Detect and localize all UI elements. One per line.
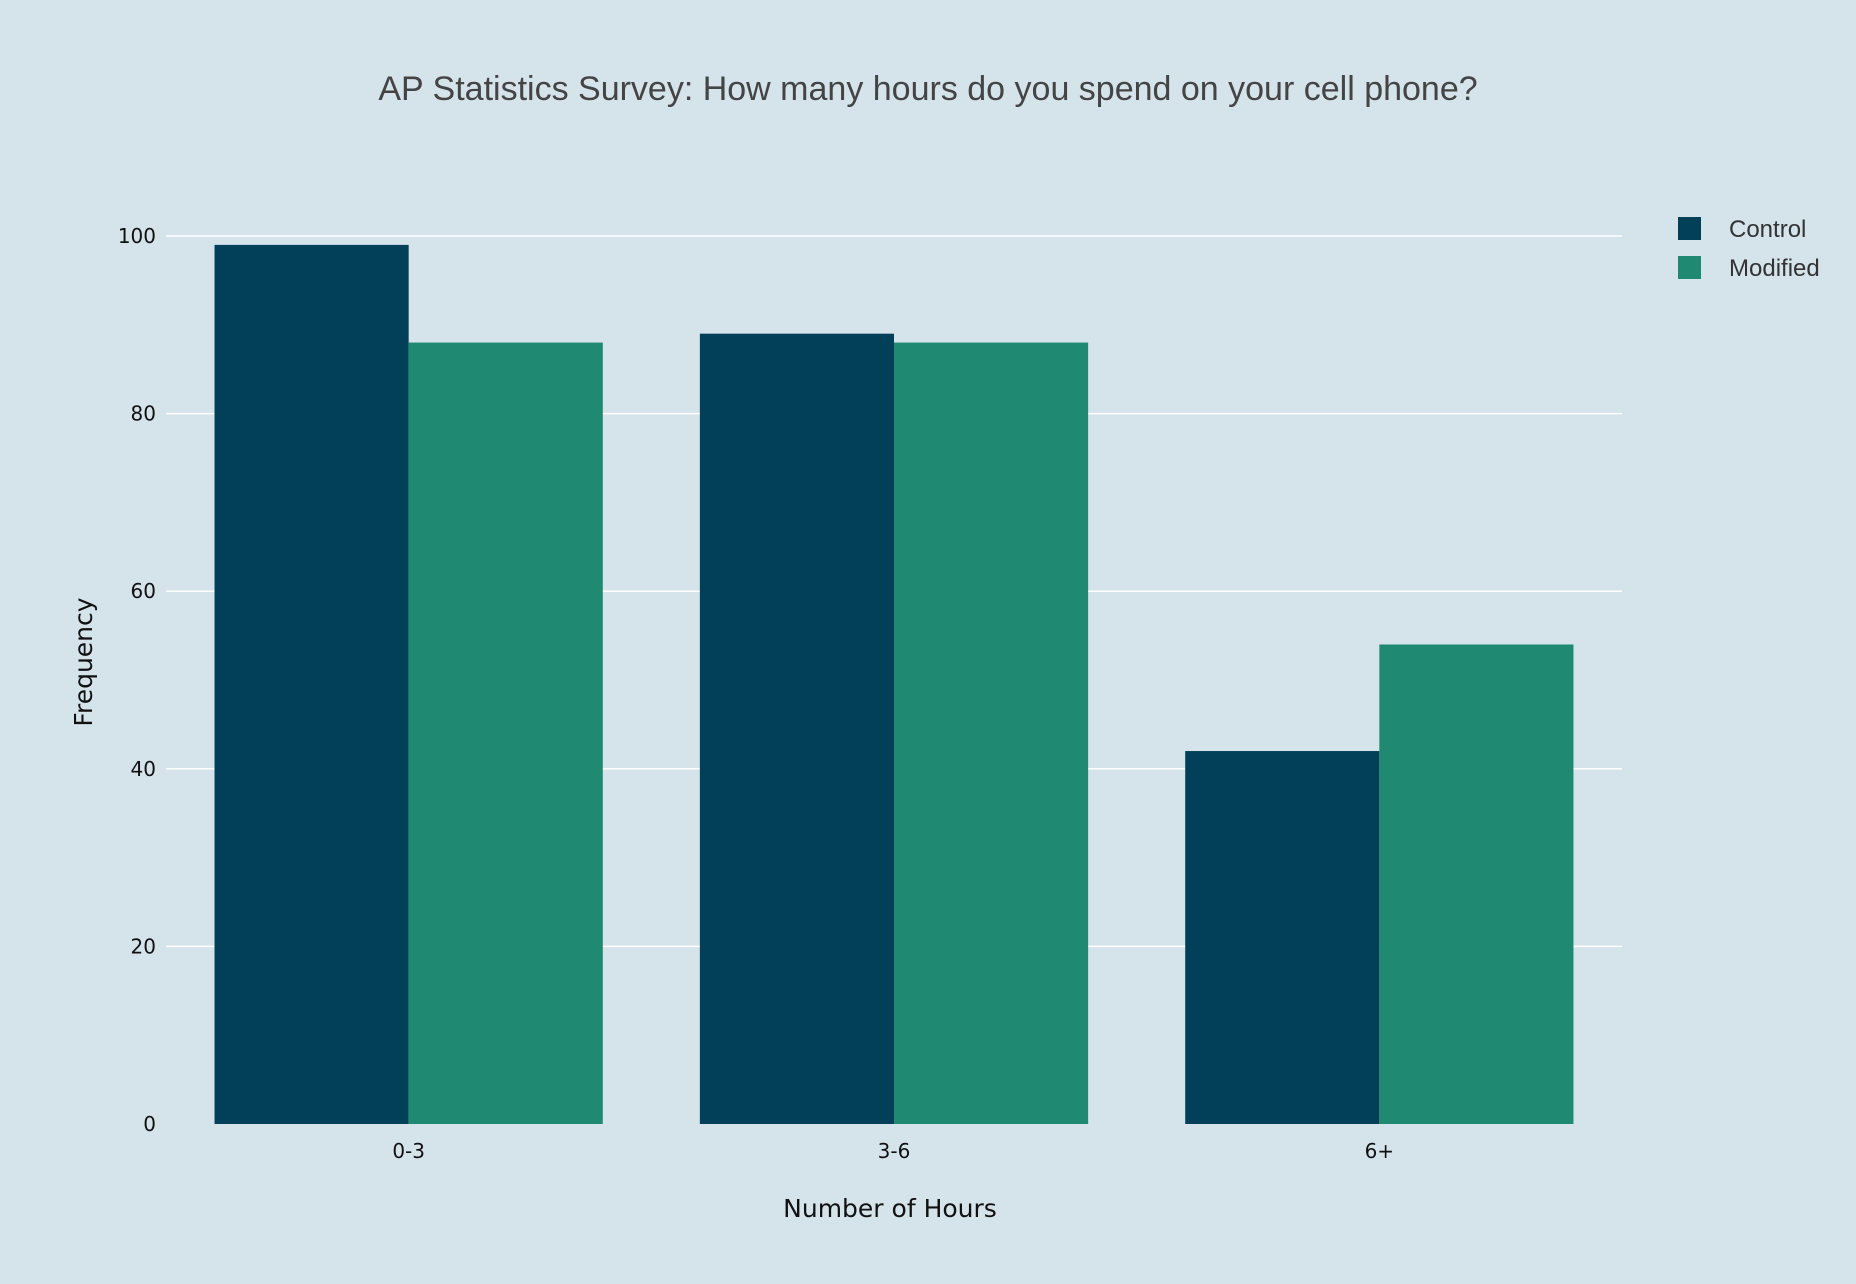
x-tick-label: 3-6 [878,1139,911,1163]
bar-control-0-3 [214,244,409,1124]
y-tick-label: 80 [131,402,156,426]
legend-label-control: Control [1729,216,1806,243]
legend: Control Modified [1678,216,1820,282]
bar-control-6+ [1185,751,1380,1124]
x-axis-ticks: 0-3 3-6 6+ [392,1139,1394,1163]
bars [214,244,1574,1124]
bar-modified-3-6 [894,342,1089,1124]
y-tick-label: 0 [143,1112,156,1136]
chart-title: AP Statistics Survey: How many hours do … [378,70,1477,108]
legend-swatch-control [1678,217,1701,240]
x-axis-title: Number of Hours [783,1194,997,1223]
y-tick-label: 20 [131,934,156,958]
y-axis-ticks: 0 20 40 60 80 100 [118,224,156,1136]
bar-modified-6+ [1379,644,1574,1124]
bar-modified-0-3 [408,342,603,1124]
legend-label-modified: Modified [1729,255,1820,282]
y-tick-label: 60 [131,579,156,603]
y-tick-label: 100 [118,224,156,248]
x-tick-label: 6+ [1365,1139,1394,1163]
y-axis-title: Frequency [69,597,98,726]
bar-control-3-6 [699,333,894,1124]
y-tick-label: 40 [131,757,156,781]
legend-swatch-modified [1678,256,1701,279]
x-tick-label: 0-3 [392,1139,425,1163]
